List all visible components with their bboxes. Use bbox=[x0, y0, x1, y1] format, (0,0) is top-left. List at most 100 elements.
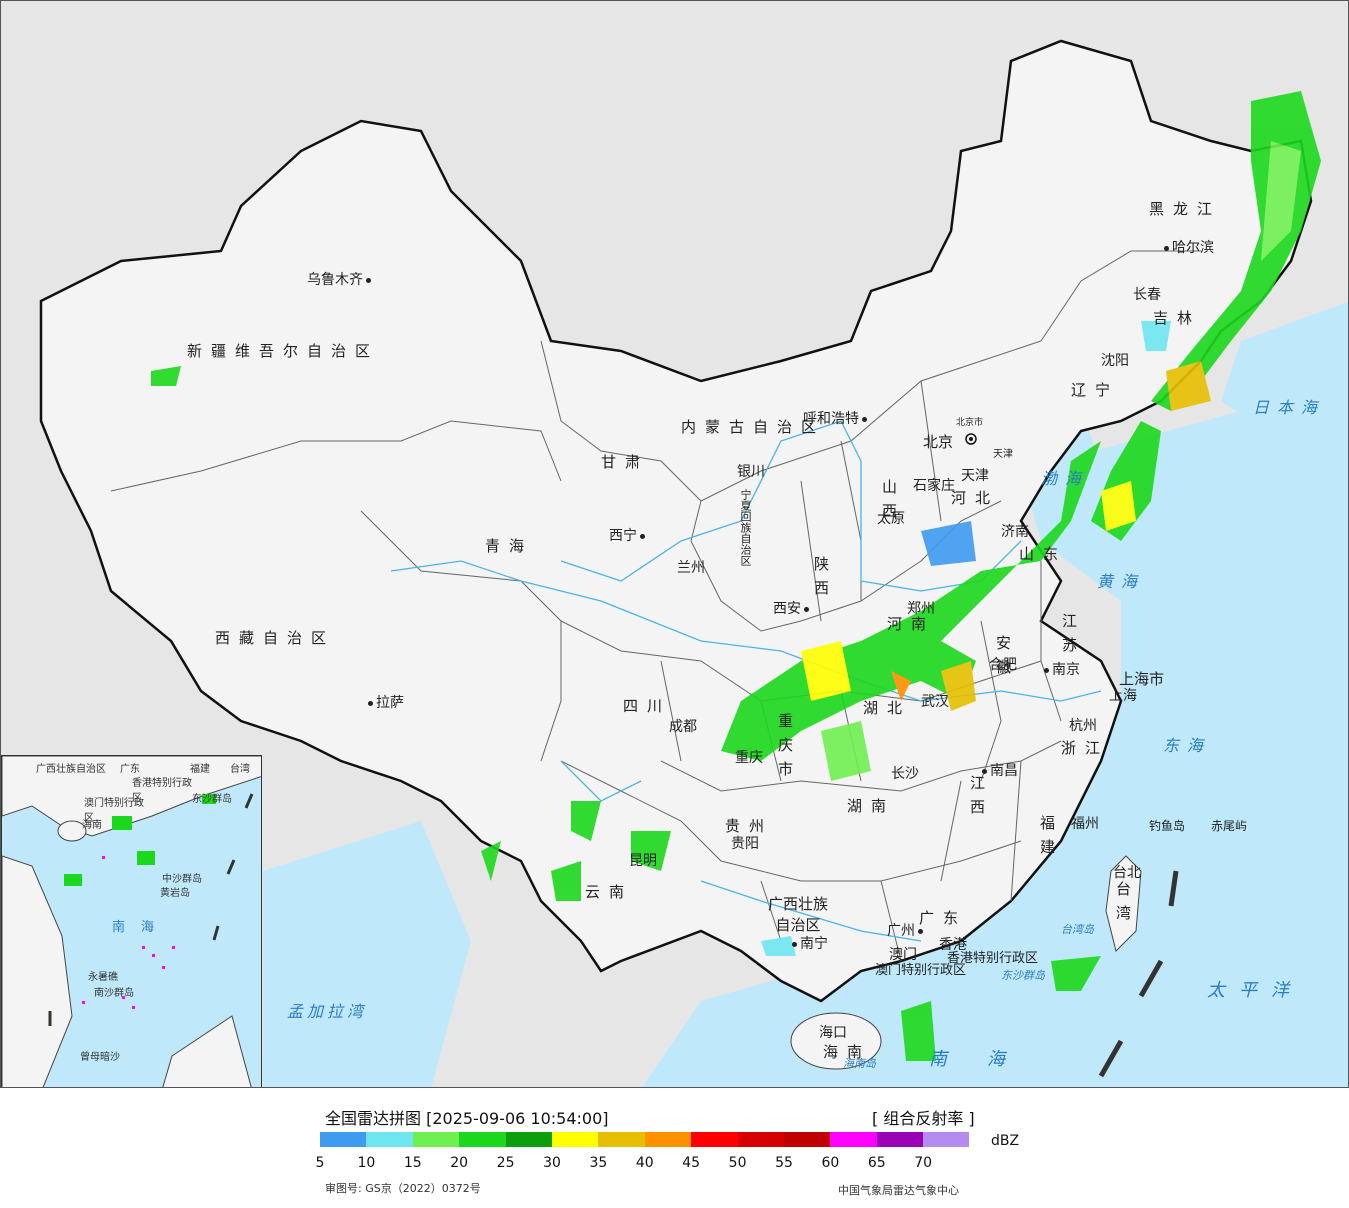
city-chongqing: 重庆 bbox=[735, 750, 763, 766]
city-changsha: 长沙 bbox=[891, 766, 919, 782]
sea-japan: 日本海 bbox=[1253, 398, 1326, 417]
radar-map: 新疆维吾尔自治区 西藏自治区 青海 甘肃 内蒙古自治区 黑龙江 吉林 辽宁 河北… bbox=[0, 0, 1349, 1088]
scale-swatch bbox=[644, 1132, 692, 1147]
label-jilin: 吉林 bbox=[1153, 309, 1202, 327]
scale-ticks: 5 10 15 20 25 30 35 40 45 50 55 60 65 70 bbox=[316, 1155, 980, 1171]
label-qinghai: 青海 bbox=[485, 537, 534, 555]
label-chongqing: 重庆市 bbox=[776, 713, 794, 785]
label-hainan: 海南 bbox=[823, 1043, 872, 1061]
label-hubei: 湖北 bbox=[863, 699, 912, 717]
beijing-marker bbox=[965, 433, 977, 445]
scale-swatch bbox=[876, 1132, 924, 1147]
legend-panel bbox=[0, 1088, 1349, 1208]
label-hunan: 湖南 bbox=[847, 797, 896, 815]
label-dongsha: 东沙群岛 bbox=[1001, 969, 1045, 982]
city-nanchang: 南昌 bbox=[979, 760, 1018, 780]
legend-unit: dBZ bbox=[991, 1133, 1020, 1149]
label-diaoyu: 钓鱼岛 bbox=[1149, 819, 1186, 833]
city-shanghai: 上海 bbox=[1109, 688, 1137, 704]
color-scale bbox=[320, 1132, 970, 1147]
city-nanning: 南宁 bbox=[789, 933, 828, 953]
china-land bbox=[39, 39, 1313, 1003]
city-changchun: 长春 bbox=[1133, 287, 1161, 303]
inset-label-dongsha: 东沙群岛 bbox=[192, 794, 232, 805]
label-guizhou: 贵州 bbox=[725, 817, 774, 835]
inset-label-zengmu: 曾母暗沙 bbox=[80, 1052, 120, 1063]
taiwan-island bbox=[1105, 855, 1142, 952]
inset-label-fujian: 福建 bbox=[190, 764, 210, 775]
city-nanjing: 南京 bbox=[1041, 659, 1080, 679]
label-chiwei: 赤尾屿 bbox=[1211, 819, 1248, 833]
scale-tick: 40 bbox=[635, 1155, 654, 1171]
inset-label-hk: 香港特别行政区 bbox=[132, 778, 192, 804]
inset-label-yongshu: 永暑礁 bbox=[88, 972, 118, 983]
city-tianjin: 天津 bbox=[961, 468, 989, 484]
city-xining: 西宁 bbox=[609, 525, 648, 545]
label-zhejiang: 浙江 bbox=[1061, 739, 1110, 757]
scale-tick: 70 bbox=[914, 1155, 933, 1171]
sea-bengal: 孟加拉湾 bbox=[287, 1002, 368, 1021]
label-sichuan: 四川 bbox=[623, 697, 672, 715]
city-chengdu: 成都 bbox=[669, 719, 697, 735]
label-tianjin-shi: 天津 bbox=[993, 449, 1013, 460]
label-fujian: 福建 bbox=[1038, 815, 1056, 863]
hainan-island bbox=[790, 1012, 882, 1070]
inset-label-huangyan: 黄岩岛 bbox=[160, 888, 190, 899]
label-anhui: 安徽 bbox=[994, 635, 1012, 683]
scale-tick: 20 bbox=[450, 1155, 469, 1171]
label-heilongjiang: 黑龙江 bbox=[1149, 200, 1222, 218]
city-hangzhou: 杭州 bbox=[1069, 718, 1097, 734]
label-shanxi: 山西 bbox=[880, 479, 898, 527]
east-sea bbox=[642, 381, 1348, 1087]
scale-tick: 60 bbox=[821, 1155, 840, 1171]
scale-tick: 5 bbox=[315, 1155, 325, 1171]
scale-swatch bbox=[830, 1132, 877, 1147]
city-guiyang: 贵阳 bbox=[731, 836, 759, 852]
city-shenyang: 沈阳 bbox=[1101, 353, 1129, 369]
scale-swatch bbox=[737, 1132, 784, 1147]
sea-nanhai: 南海 bbox=[929, 1049, 1045, 1070]
scale-swatch bbox=[459, 1132, 506, 1147]
city-taiyuan: 太原 bbox=[877, 511, 905, 527]
label-shandong: 山东 bbox=[1019, 545, 1068, 563]
label-ningxia: 宁夏回族自治区 bbox=[739, 489, 752, 566]
inset-label-guangdong: 广东 bbox=[120, 764, 140, 775]
city-jinan: 济南 bbox=[1001, 524, 1029, 540]
label-guangxi: 广西壮族自治区 bbox=[767, 895, 828, 934]
map-canvas bbox=[39, 39, 1348, 1087]
scale-swatch bbox=[505, 1132, 552, 1147]
label-guangdong: 广东 bbox=[919, 909, 968, 927]
inset-label-nanhai: 南海 bbox=[112, 920, 171, 935]
scale-swatch bbox=[366, 1132, 413, 1147]
city-shijiazhuang: 石家庄 bbox=[913, 478, 955, 494]
scale-tick: 55 bbox=[775, 1155, 793, 1171]
scale-tick: 65 bbox=[867, 1155, 886, 1171]
inset-canvas bbox=[2, 756, 261, 1087]
city-xian: 西安 bbox=[773, 598, 812, 618]
city-hefei: 合肥 bbox=[989, 657, 1017, 673]
label-hk-sar: 香港特别行政区 bbox=[947, 951, 1039, 966]
city-wuhan: 武汉 bbox=[921, 694, 949, 710]
scale-swatch bbox=[923, 1132, 970, 1147]
scale-tick: 50 bbox=[728, 1155, 747, 1171]
province-borders bbox=[110, 250, 1201, 962]
city-guangzhou: 广州 bbox=[887, 920, 926, 940]
scale-tick: 30 bbox=[543, 1155, 561, 1171]
city-hohhot: 呼和浩特 bbox=[803, 408, 870, 428]
inset-label-hainan: 海南 bbox=[82, 820, 102, 831]
scale-swatch bbox=[320, 1132, 367, 1147]
radar-echoes bbox=[151, 91, 1321, 1061]
city-urumqi: 乌鲁木齐 bbox=[307, 269, 374, 289]
city-zhengzhou: 郑州 bbox=[907, 601, 935, 617]
label-jiangsu: 江苏 bbox=[1060, 613, 1078, 661]
label-shaanxi: 陕西 bbox=[812, 556, 830, 604]
label-xinjiang: 新疆维吾尔自治区 bbox=[187, 342, 380, 360]
city-beijing: 北京 bbox=[923, 433, 954, 451]
scale-tick: 15 bbox=[403, 1155, 422, 1171]
city-fuzhou: 福州 bbox=[1071, 816, 1099, 832]
city-lanzhou: 兰州 bbox=[677, 560, 705, 576]
label-jiangxi: 江西 bbox=[968, 775, 986, 823]
sea-huanghai: 黄海 bbox=[1097, 572, 1146, 591]
label-liaoning: 辽宁 bbox=[1071, 381, 1120, 399]
city-lhasa: 拉萨 bbox=[365, 692, 404, 712]
